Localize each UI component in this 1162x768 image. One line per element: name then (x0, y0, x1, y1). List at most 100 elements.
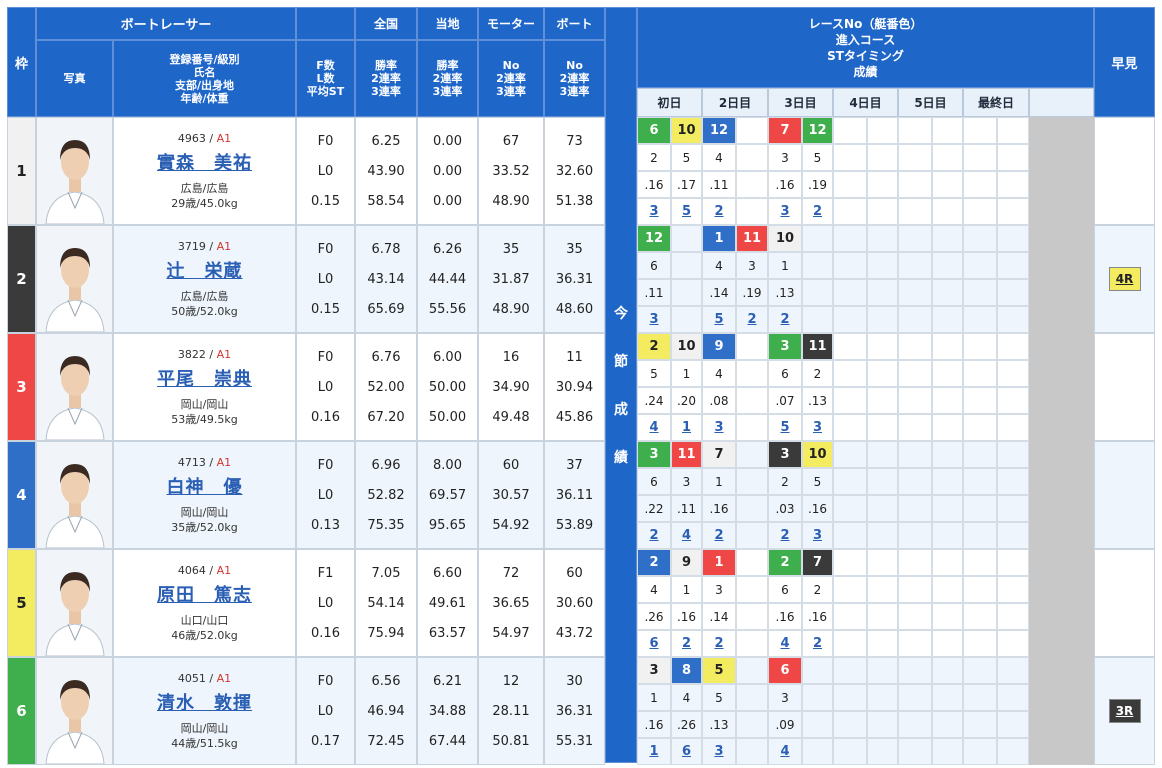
finish-result-link[interactable]: 6 (681, 744, 692, 759)
result-cell[interactable]: 2 (802, 198, 833, 225)
finish-result-link[interactable]: 3 (780, 204, 790, 219)
result-cell[interactable]: 2 (671, 630, 702, 657)
result-cell[interactable]: 3 (702, 414, 736, 441)
motor-stats: 12 28.11 50.81 (478, 657, 544, 765)
result-cell[interactable]: 5 (768, 414, 802, 441)
finish-result-link[interactable]: 5 (681, 204, 692, 219)
result-cell[interactable]: 3 (802, 414, 833, 441)
result-cell[interactable]: 2 (768, 522, 802, 549)
result-cell[interactable]: 6 (671, 738, 702, 765)
finish-result-link[interactable]: 6 (649, 636, 659, 651)
result-cell-empty (867, 198, 898, 225)
result-cell[interactable]: 2 (702, 630, 736, 657)
result-cell[interactable]: 4 (637, 414, 671, 441)
finish-result-link[interactable]: 5 (780, 420, 790, 435)
national-stats-value: 75.94 (367, 625, 405, 641)
day-tab[interactable]: 3日目 (768, 88, 833, 117)
finish-result-link[interactable]: 3 (649, 204, 659, 219)
finish-result-link[interactable]: 2 (714, 528, 724, 543)
racer-profile: 3719 / A1 辻 栄蔵 広島/広島 50歳/52.0kg (113, 225, 296, 333)
finish-result-link[interactable]: 3 (812, 528, 823, 543)
finish-result-link[interactable]: 2 (747, 312, 757, 327)
final-day-shade (1029, 657, 1094, 684)
result-cell[interactable]: 2 (702, 522, 736, 549)
result-cell[interactable] (736, 414, 768, 441)
finish-result-link[interactable]: 2 (812, 204, 823, 219)
result-cell[interactable]: 3 (768, 198, 802, 225)
finish-result-link[interactable]: 4 (681, 528, 692, 543)
result-cell-empty (898, 225, 932, 252)
result-cell-empty (833, 630, 867, 657)
finish-result-link[interactable]: 2 (714, 204, 724, 219)
local-stats-value: 55.56 (428, 301, 467, 317)
finish-result-link[interactable]: 4 (649, 420, 659, 435)
result-cell[interactable]: 4 (671, 522, 702, 549)
result-cell[interactable] (802, 306, 833, 333)
day-tab[interactable]: 初日 (637, 88, 702, 117)
racer-name-link[interactable]: 原田 篤志 (157, 584, 252, 606)
finish-result-link[interactable]: 4 (780, 744, 790, 759)
early-race-badge[interactable]: 3R (1108, 699, 1141, 723)
result-cell-empty (963, 738, 997, 765)
finish-result-link[interactable]: 2 (780, 528, 790, 543)
finish-result-link[interactable]: 5 (714, 312, 724, 327)
result-cell[interactable] (736, 630, 768, 657)
finish-result-link[interactable]: 2 (780, 312, 790, 327)
result-cell[interactable]: 4 (768, 738, 802, 765)
racer-name-link[interactable]: 辻 栄蔵 (166, 260, 243, 282)
result-cell-empty (963, 144, 997, 171)
result-cell[interactable] (736, 198, 768, 225)
finish-result-link[interactable]: 1 (649, 744, 659, 759)
result-cell[interactable]: 3 (637, 198, 671, 225)
finish-result-link[interactable]: 2 (649, 528, 659, 543)
profile-header-line: 年齢/体重 (180, 91, 229, 105)
day-tab[interactable]: 最終日 (963, 88, 1029, 117)
finish-result-link[interactable]: 1 (681, 420, 692, 435)
result-cell[interactable]: 2 (736, 306, 768, 333)
result-cell[interactable]: 4 (768, 630, 802, 657)
day-tab[interactable]: 2日目 (702, 88, 768, 117)
finish-result-link[interactable]: 4 (780, 636, 790, 651)
race-number: 1 (714, 231, 724, 246)
result-cell[interactable]: 5 (702, 306, 736, 333)
result-cell (736, 657, 768, 684)
early-race-badge[interactable]: 4R (1108, 267, 1141, 291)
result-cell[interactable]: 3 (637, 306, 671, 333)
result-cell: 3 (702, 576, 736, 603)
final-day-shade (1029, 630, 1094, 657)
result-cell[interactable]: 1 (637, 738, 671, 765)
result-cell (736, 387, 768, 414)
result-cell[interactable]: 3 (702, 738, 736, 765)
branch-origin: 岡山/岡山 (180, 721, 229, 735)
racer-name-link[interactable]: 平尾 崇典 (157, 368, 252, 390)
result-cell[interactable]: 3 (802, 522, 833, 549)
waku-cell: 1 (7, 117, 36, 225)
finish-result-link[interactable]: 2 (812, 636, 823, 651)
finish-result-link[interactable]: 3 (649, 312, 659, 327)
result-cell[interactable]: 2 (702, 198, 736, 225)
racer-name-link[interactable]: 清水 敦揮 (157, 692, 252, 714)
day-tab[interactable]: 5日目 (898, 88, 963, 117)
finish-result-link[interactable]: 3 (714, 420, 724, 435)
result-cell[interactable] (736, 738, 768, 765)
result-cell[interactable]: 2 (802, 630, 833, 657)
finish-result-link[interactable]: 2 (681, 636, 692, 651)
result-cell[interactable]: 5 (671, 198, 702, 225)
result-cell-empty (898, 171, 932, 198)
result-cell[interactable]: 2 (637, 522, 671, 549)
national-rate-header-line: 3連率 (371, 85, 401, 98)
racer-name-link[interactable]: 實森 美祐 (157, 152, 252, 174)
result-cell[interactable] (671, 306, 702, 333)
final-day-shade (1029, 198, 1094, 225)
result-cell[interactable]: 6 (637, 630, 671, 657)
finish-result-link[interactable]: 3 (812, 420, 823, 435)
racer-name-link[interactable]: 白神 優 (166, 476, 243, 498)
day-tab[interactable]: 4日目 (833, 88, 898, 117)
result-cell[interactable] (802, 738, 833, 765)
result-cell[interactable]: 2 (768, 306, 802, 333)
finish-result-link[interactable]: 3 (714, 744, 724, 759)
result-cell: 6 (637, 252, 671, 279)
finish-result-link[interactable]: 2 (714, 636, 724, 651)
result-cell[interactable]: 1 (671, 414, 702, 441)
result-cell[interactable] (736, 522, 768, 549)
